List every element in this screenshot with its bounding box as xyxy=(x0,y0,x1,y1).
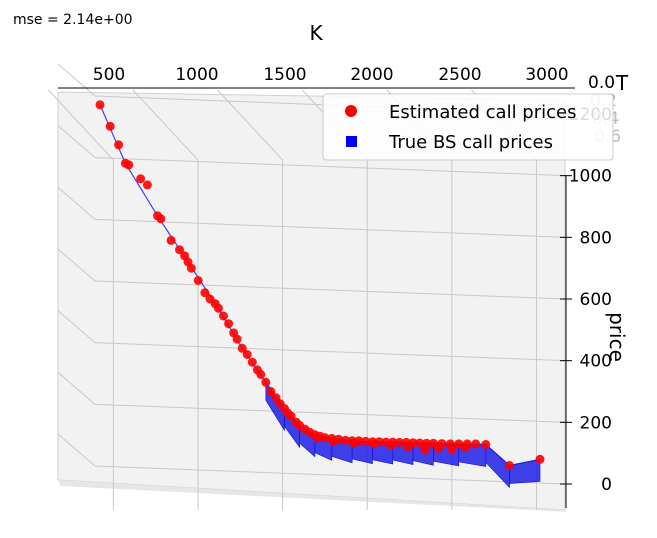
grid-line-z xyxy=(94,157,567,177)
estimated-point xyxy=(420,445,430,455)
estimated-point xyxy=(95,100,105,110)
estimated-point xyxy=(415,438,425,448)
estimated-point xyxy=(193,276,203,285)
grid-line-z xyxy=(57,125,96,159)
x-tick-label: 1000 xyxy=(175,65,218,85)
estimated-point xyxy=(242,350,252,359)
mse-annotation: mse = 2.14e+00 xyxy=(13,12,133,28)
grid-line-z xyxy=(57,433,96,467)
x-axis-label: K xyxy=(309,21,323,45)
grid-line-z xyxy=(94,465,567,485)
estimated-point xyxy=(175,245,184,255)
grid-line-x xyxy=(48,89,114,161)
z-tick-labels: 020040060080010001200 xyxy=(560,105,612,495)
estimated-point xyxy=(535,454,545,464)
legend-marker-true xyxy=(346,136,357,147)
estimated-point xyxy=(136,174,146,184)
estimated-point xyxy=(166,235,176,245)
estimated-point xyxy=(256,370,266,379)
estimated-point xyxy=(232,334,242,344)
z-tick-label: 400 xyxy=(580,352,612,372)
estimated-point xyxy=(329,436,338,446)
legend-box xyxy=(322,93,614,161)
estimated-point xyxy=(422,438,432,448)
legend: Estimated call prices True BS call price… xyxy=(322,93,614,161)
estimated-point xyxy=(320,433,330,443)
grid-line-z xyxy=(57,371,96,405)
y-axis-label: T xyxy=(615,71,629,95)
estimated-point xyxy=(461,443,470,453)
grid-line-z xyxy=(94,403,567,423)
grid-line-x xyxy=(132,89,199,161)
z-tick-label: 600 xyxy=(580,290,612,310)
estimated-point xyxy=(471,439,481,449)
z-tick-label: 0 xyxy=(601,475,612,495)
estimated-point xyxy=(386,441,396,450)
estimated-point xyxy=(369,439,379,449)
x-tick-label: 2000 xyxy=(350,65,393,85)
true-bs-surface-patch xyxy=(485,443,510,489)
estimated-point xyxy=(124,160,134,170)
estimated-point xyxy=(237,343,247,353)
estimated-point xyxy=(214,303,223,313)
estimated-point xyxy=(247,357,257,367)
estimated-point xyxy=(349,438,359,448)
legend-label-estimated: Estimated call prices xyxy=(389,102,576,123)
z-tick-label: 1000 xyxy=(569,167,612,187)
estimated-point xyxy=(505,461,514,470)
z-tick-label: 200 xyxy=(580,413,612,433)
grid-line-z xyxy=(57,186,96,220)
estimated-point xyxy=(481,440,491,449)
estimated-point xyxy=(114,140,124,150)
estimated-point xyxy=(186,263,196,273)
grid-line-z xyxy=(57,63,96,97)
estimated-point xyxy=(286,411,296,421)
estimated-point xyxy=(312,433,322,443)
estimated-point xyxy=(142,180,152,190)
estimated-point xyxy=(105,121,115,131)
y-tick-label: 0.0 xyxy=(588,73,615,93)
estimated-point xyxy=(361,436,371,446)
estimated-points xyxy=(95,100,545,470)
grid-line-z xyxy=(94,342,567,362)
true-bs-surface-patch xyxy=(509,458,541,484)
legend-label-true: True BS call prices xyxy=(388,132,553,153)
estimated-point xyxy=(156,214,166,224)
estimated-point xyxy=(266,387,276,396)
grid-line-z xyxy=(94,280,567,300)
z-axis-label: price xyxy=(605,312,629,362)
legend-marker-estimated xyxy=(345,105,357,117)
estimated-point xyxy=(434,444,443,453)
estimated-point xyxy=(200,288,210,298)
estimated-point xyxy=(454,439,464,449)
z-tick-label: 800 xyxy=(580,228,612,248)
estimated-point xyxy=(403,442,413,452)
x-tick-label: 2500 xyxy=(438,65,481,85)
grid-line-z xyxy=(57,310,96,344)
x-tick-label: 3000 xyxy=(525,65,568,85)
floor-pane xyxy=(58,480,568,512)
grid-line-x xyxy=(217,89,283,161)
estimated-point xyxy=(261,377,271,387)
x-tick-label: 1500 xyxy=(263,65,306,85)
x-tick-label: 500 xyxy=(93,65,125,85)
estimated-point xyxy=(447,445,457,454)
estimated-point xyxy=(340,435,350,445)
grid-line-z xyxy=(57,248,96,282)
estimated-point xyxy=(219,311,228,321)
grid-line-z xyxy=(94,218,567,238)
estimated-point xyxy=(224,319,234,329)
estimated-point xyxy=(395,437,404,447)
x-tick-labels: 500 1000 1500 2000 2500 3000 xyxy=(93,65,569,85)
